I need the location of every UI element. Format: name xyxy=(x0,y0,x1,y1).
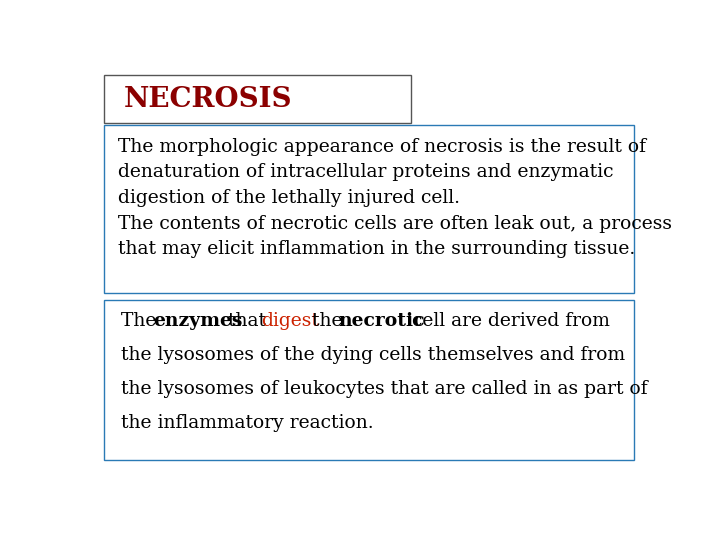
Text: the inflammatory reaction.: the inflammatory reaction. xyxy=(121,415,373,433)
Text: The morphologic appearance of necrosis is the result of
denaturation of intracel: The morphologic appearance of necrosis i… xyxy=(118,138,672,258)
FancyBboxPatch shape xyxy=(104,300,634,460)
Text: that: that xyxy=(222,312,272,330)
Text: NECROSIS: NECROSIS xyxy=(124,86,292,113)
Text: digest: digest xyxy=(261,312,319,330)
Text: the lysosomes of leukocytes that are called in as part of: the lysosomes of leukocytes that are cal… xyxy=(121,380,647,399)
Text: necrotic: necrotic xyxy=(338,312,425,330)
FancyBboxPatch shape xyxy=(104,125,634,294)
Text: the lysosomes of the dying cells themselves and from: the lysosomes of the dying cells themsel… xyxy=(121,346,625,364)
FancyBboxPatch shape xyxy=(104,75,411,123)
Text: enzymes: enzymes xyxy=(153,312,242,330)
Text: cell are derived from: cell are derived from xyxy=(405,312,609,330)
Text: The: The xyxy=(121,312,162,330)
Text: the: the xyxy=(305,312,348,330)
